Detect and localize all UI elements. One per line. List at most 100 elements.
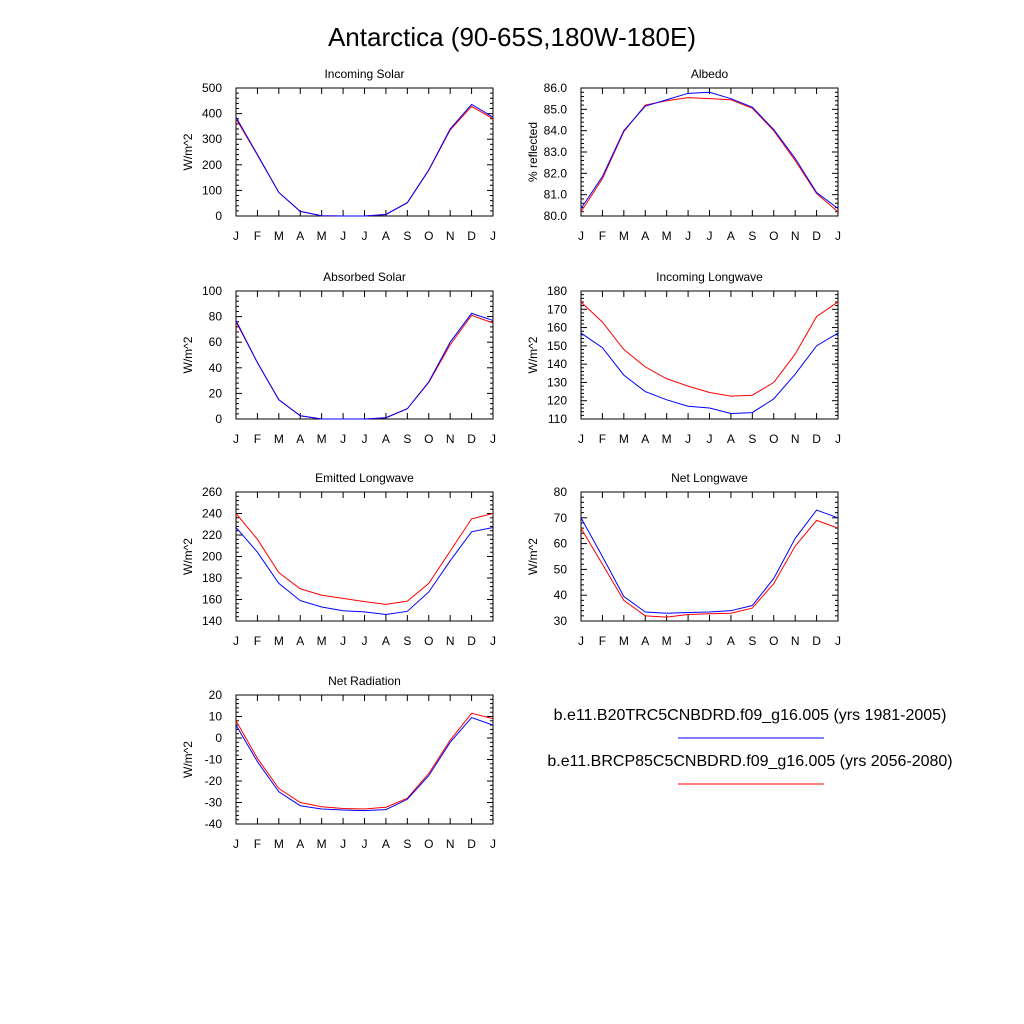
x-tick-label: F bbox=[254, 634, 261, 648]
x-tick-label: M bbox=[662, 634, 672, 648]
x-tick-label: F bbox=[254, 432, 261, 446]
y-tick-label: 60 bbox=[209, 335, 223, 349]
chart-title: Albedo bbox=[691, 67, 729, 81]
x-tick-label: J bbox=[233, 229, 239, 243]
y-tick-label: 150 bbox=[547, 339, 567, 353]
x-tick-label: M bbox=[317, 432, 327, 446]
x-tick-label: S bbox=[403, 432, 411, 446]
x-tick-label: A bbox=[641, 634, 649, 648]
x-tick-label: O bbox=[769, 229, 778, 243]
plot-frame bbox=[580, 87, 839, 217]
legend-entry-label: b.e11.B20TRC5CNBDRD.f09_g16.005 (yrs 198… bbox=[554, 707, 947, 724]
chart-title: Absorbed Solar bbox=[323, 270, 406, 284]
page-title: Antarctica (90-65S,180W-180E) bbox=[328, 22, 696, 52]
y-tick-label: 50 bbox=[554, 562, 568, 576]
series-line-base bbox=[580, 509, 839, 614]
x-tick-label: O bbox=[424, 432, 433, 446]
x-tick-label: M bbox=[317, 229, 327, 243]
y-tick-label: 80 bbox=[209, 310, 223, 324]
x-tick-label: A bbox=[296, 229, 304, 243]
y-tick-label: 83.0 bbox=[544, 145, 568, 159]
series-line-base bbox=[235, 716, 494, 812]
y-tick-label: 10 bbox=[209, 710, 223, 724]
y-tick-label: 0 bbox=[215, 412, 222, 426]
y-tick-label: 20 bbox=[209, 386, 223, 400]
y-axis-label: W/m^2 bbox=[526, 336, 540, 373]
x-tick-label: D bbox=[467, 229, 476, 243]
y-tick-label: 30 bbox=[554, 614, 568, 628]
series-line-base bbox=[235, 103, 494, 217]
x-tick-label: M bbox=[274, 432, 284, 446]
series-line-future bbox=[580, 519, 839, 618]
y-tick-label: -30 bbox=[205, 796, 223, 810]
y-tick-label: 40 bbox=[209, 361, 223, 375]
x-tick-label: O bbox=[424, 634, 433, 648]
x-tick-label: J bbox=[362, 837, 368, 851]
y-tick-label: 200 bbox=[202, 550, 222, 564]
plot-frame bbox=[235, 694, 494, 825]
plot-frame bbox=[235, 87, 494, 217]
x-tick-label: J bbox=[362, 432, 368, 446]
x-tick-label: A bbox=[641, 229, 649, 243]
series-line-base bbox=[235, 312, 494, 420]
x-tick-label: A bbox=[727, 229, 735, 243]
y-tick-label: 140 bbox=[202, 614, 222, 628]
x-tick-label: M bbox=[317, 837, 327, 851]
chart-title: Net Radiation bbox=[328, 674, 401, 688]
x-tick-label: A bbox=[382, 432, 390, 446]
y-tick-label: 120 bbox=[547, 394, 567, 408]
x-tick-label: J bbox=[233, 432, 239, 446]
x-tick-label: N bbox=[446, 634, 455, 648]
series-line-future bbox=[580, 97, 839, 213]
y-tick-label: -40 bbox=[205, 817, 223, 831]
x-tick-label: J bbox=[578, 432, 584, 446]
y-tick-label: 400 bbox=[202, 107, 222, 121]
x-tick-label: J bbox=[490, 837, 496, 851]
y-tick-label: 80 bbox=[554, 485, 568, 499]
x-tick-label: M bbox=[619, 432, 629, 446]
x-tick-label: J bbox=[233, 837, 239, 851]
x-tick-label: S bbox=[403, 634, 411, 648]
x-tick-label: A bbox=[296, 634, 304, 648]
x-tick-label: M bbox=[274, 837, 284, 851]
y-tick-label: 0 bbox=[215, 209, 222, 223]
y-tick-label: 240 bbox=[202, 507, 222, 521]
chart-incoming-longwave: Incoming Longwave W/m^2 110 120 130 140 150 160… bbox=[526, 270, 841, 446]
series-line-future bbox=[235, 314, 494, 420]
x-tick-label: D bbox=[467, 432, 476, 446]
x-tick-label: O bbox=[424, 837, 433, 851]
x-tick-label: D bbox=[812, 634, 821, 648]
y-tick-label: 82.0 bbox=[544, 166, 568, 180]
x-tick-label: J bbox=[340, 229, 346, 243]
plot-frame bbox=[580, 290, 839, 420]
plot-frame bbox=[580, 491, 839, 622]
y-tick-label: 85.0 bbox=[544, 102, 568, 116]
x-tick-label: A bbox=[641, 432, 649, 446]
y-tick-label: 140 bbox=[547, 357, 567, 371]
series-line-base bbox=[235, 526, 494, 616]
x-tick-label: A bbox=[382, 229, 390, 243]
x-tick-label: J bbox=[685, 634, 691, 648]
x-tick-label: D bbox=[467, 634, 476, 648]
x-tick-label: F bbox=[254, 229, 261, 243]
y-tick-label: 170 bbox=[547, 302, 567, 316]
x-tick-label: D bbox=[467, 837, 476, 851]
x-tick-label: J bbox=[578, 634, 584, 648]
x-tick-label: J bbox=[707, 229, 713, 243]
x-tick-label: S bbox=[403, 837, 411, 851]
y-tick-label: -20 bbox=[205, 774, 223, 788]
x-tick-label: D bbox=[812, 432, 821, 446]
x-tick-label: M bbox=[317, 634, 327, 648]
x-tick-label: M bbox=[662, 229, 672, 243]
x-tick-label: J bbox=[685, 432, 691, 446]
y-tick-label: 260 bbox=[202, 485, 222, 499]
y-tick-label: 200 bbox=[202, 158, 222, 172]
x-tick-label: F bbox=[599, 229, 606, 243]
y-tick-label: 40 bbox=[554, 588, 568, 602]
y-tick-label: 60 bbox=[554, 537, 568, 551]
y-tick-label: 70 bbox=[554, 511, 568, 525]
y-tick-label: 80.0 bbox=[544, 209, 568, 223]
y-tick-label: 86.0 bbox=[544, 81, 568, 95]
